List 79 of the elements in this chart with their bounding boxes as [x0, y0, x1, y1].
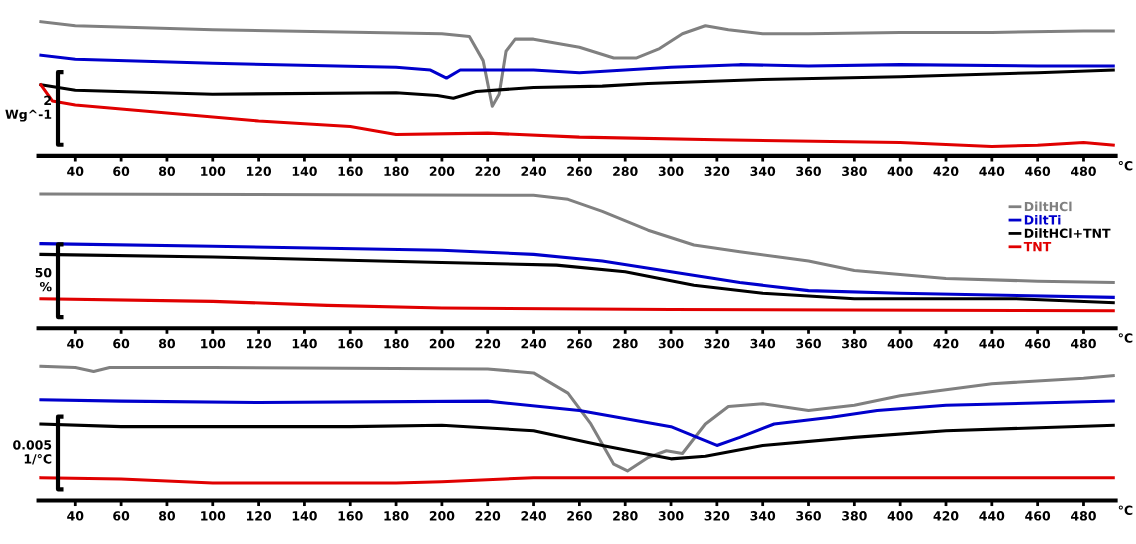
x-tick-label: 120 — [246, 166, 272, 177]
x-tick-label: 380 — [842, 511, 867, 521]
legend-label: TNT — [1023, 242, 1052, 252]
x-tick-label: 140 — [292, 166, 317, 177]
x-tick-label: 240 — [521, 338, 546, 349]
x-tick-label: 100 — [201, 166, 226, 177]
x-tick-label: 180 — [384, 166, 409, 177]
x-tick-label: 120 — [246, 511, 272, 521]
x-tick-label: 480 — [1070, 166, 1096, 177]
x-tick-label: 180 — [384, 511, 409, 521]
x-tick-label: 360 — [796, 338, 821, 349]
legend-label: DiltHCl — [1024, 201, 1072, 212]
x-tick-label: 140 — [292, 338, 317, 349]
x-tick-label: 380 — [842, 166, 867, 177]
x-tick-label: 280 — [613, 338, 638, 349]
x-tick-label: 100 — [201, 338, 226, 349]
x-tick-label: 220 — [475, 511, 501, 521]
x-tick-label: 240 — [521, 511, 546, 521]
annotation: 50 % — [35, 267, 52, 292]
x-tick-label: 100 — [201, 511, 226, 521]
x-tick-label: 400 — [887, 166, 913, 177]
x-tick-label: 480 — [1070, 511, 1096, 521]
x-tick-label: 400 — [887, 338, 913, 349]
x-tick-label: 440 — [979, 511, 1005, 521]
x-tick-label: 260 — [567, 338, 592, 349]
x-tick-label: 280 — [613, 166, 638, 177]
x-tick-label: 360 — [796, 511, 821, 521]
x-tick-label: 220 — [475, 338, 501, 349]
x-axis-title: °C — [1118, 160, 1133, 171]
x-tick-label: 160 — [338, 511, 363, 521]
x-tick-label: 400 — [887, 511, 913, 521]
annotation: 2 Wg^-1 — [5, 95, 52, 122]
x-tick-label: 300 — [658, 338, 684, 349]
x-tick-label: 160 — [338, 166, 363, 177]
x-tick-label: 40 — [67, 166, 84, 177]
x-axis-title: °C — [1118, 505, 1133, 516]
x-tick-label: 240 — [521, 166, 546, 177]
x-tick-label: 460 — [1025, 166, 1051, 177]
x-tick-label: 320 — [704, 511, 730, 521]
x-tick-label: 460 — [1025, 511, 1051, 521]
x-tick-label: 60 — [113, 338, 130, 349]
legend-label: DiltHCl+TNT — [1024, 228, 1111, 238]
x-tick-label: 360 — [796, 166, 821, 177]
x-tick-label: 260 — [567, 166, 592, 177]
x-tick-label: 220 — [475, 166, 501, 177]
x-axis-title: °C — [1118, 333, 1133, 343]
x-tick-label: 460 — [1025, 338, 1051, 349]
x-tick-label: 480 — [1070, 338, 1096, 349]
x-tick-label: 340 — [750, 511, 776, 521]
x-tick-label: 40 — [67, 338, 84, 349]
x-tick-label: 160 — [338, 338, 363, 349]
x-tick-label: 320 — [704, 166, 730, 177]
x-tick-label: 200 — [429, 511, 455, 521]
x-tick-label: 200 — [429, 338, 455, 349]
x-tick-label: 200 — [429, 166, 455, 177]
x-tick-label: 180 — [384, 338, 409, 349]
x-tick-label: 440 — [979, 166, 1005, 177]
x-tick-label: 340 — [750, 338, 776, 349]
x-tick-label: 60 — [113, 166, 130, 177]
x-tick-label: 80 — [159, 511, 176, 521]
x-tick-label: 260 — [567, 511, 592, 521]
x-tick-label: 420 — [933, 511, 959, 521]
x-tick-label: 40 — [67, 511, 84, 521]
x-tick-label: 440 — [979, 338, 1005, 349]
x-tick-label: 380 — [842, 338, 867, 349]
x-tick-label: 420 — [933, 166, 959, 177]
x-tick-label: 280 — [613, 511, 638, 521]
legend-label: DiltTi — [1024, 214, 1061, 225]
x-tick-label: 420 — [933, 338, 959, 349]
x-tick-label: 300 — [658, 511, 684, 521]
annotation: 0.005 1/°C — [13, 440, 52, 465]
x-tick-label: 60 — [113, 511, 130, 521]
x-tick-label: 80 — [159, 338, 176, 349]
x-tick-label: 140 — [292, 511, 317, 521]
x-tick-label: 80 — [159, 166, 176, 177]
x-tick-label: 340 — [750, 166, 776, 177]
x-tick-label: 320 — [704, 338, 730, 349]
x-tick-label: 120 — [246, 338, 272, 349]
x-tick-label: 300 — [658, 166, 684, 177]
